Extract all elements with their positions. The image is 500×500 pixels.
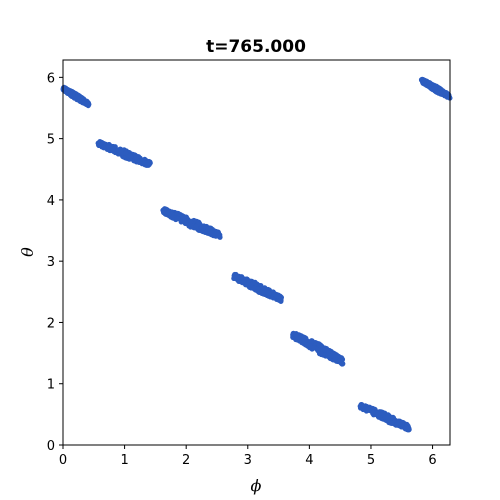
data-point-cluster-5	[318, 343, 324, 349]
y-tick-label: 4	[47, 194, 55, 209]
data-point-cluster-2	[99, 140, 105, 146]
data-point-cluster-3	[201, 223, 207, 229]
data-point-cluster-4	[241, 278, 247, 284]
data-point-cluster-1	[71, 95, 78, 101]
x-tick-label: 1	[120, 453, 128, 468]
data-point-cluster-5	[307, 343, 313, 349]
data-point-cluster-2	[101, 145, 107, 151]
plot-frame	[62, 59, 451, 446]
data-point-cluster-6	[370, 409, 376, 415]
data-point-cluster-3	[206, 226, 212, 232]
data-point-cluster-1	[75, 96, 82, 102]
data-point-cluster-4	[259, 289, 265, 295]
data-point-cluster-7	[426, 80, 432, 86]
y-tick-label: 2	[47, 316, 55, 331]
data-point-cluster-1	[65, 89, 71, 95]
data-point-cluster-5	[293, 332, 299, 338]
x-tick-label: 0	[59, 453, 67, 468]
chart-title: t=765.000	[206, 37, 306, 57]
data-point-cluster-7	[421, 79, 427, 85]
data-point-cluster-2	[127, 153, 134, 159]
data-point-cluster-2	[144, 162, 150, 168]
x-tick-label: 4	[305, 453, 313, 468]
data-point-cluster-6	[396, 419, 402, 425]
data-point-cluster-6	[386, 419, 392, 425]
data-point-cluster-6	[385, 412, 391, 418]
y-tick-label: 3	[47, 255, 55, 270]
data-point-cluster-4	[238, 274, 244, 281]
y-tick-label: 5	[47, 133, 55, 148]
data-point-cluster-1	[79, 99, 85, 105]
data-point-cluster-4	[273, 293, 279, 299]
data-point-cluster-7	[435, 89, 441, 96]
data-point-cluster-3	[180, 214, 186, 220]
data-point-cluster-2	[136, 159, 142, 166]
data-point-cluster-4	[251, 285, 257, 291]
x-axis: 0 1 2 3 4 5 6	[59, 445, 437, 468]
y-axis-label: θ	[18, 247, 37, 257]
data-point-cluster-2	[133, 154, 139, 161]
data-point-cluster-3	[187, 221, 194, 228]
x-tick-label: 2	[182, 453, 190, 468]
data-point-cluster-7	[444, 90, 450, 97]
y-tick-label: 0	[47, 439, 55, 454]
x-tick-label: 5	[367, 453, 375, 468]
data-point-cluster-3	[216, 233, 222, 239]
data-point-cluster-6	[405, 425, 411, 432]
data-point-cluster-4	[252, 279, 258, 285]
data-point-cluster-6	[393, 422, 399, 428]
x-tick-label: 3	[244, 453, 252, 468]
data-point-cluster-6	[376, 414, 382, 420]
data-point-cluster-3	[197, 221, 203, 227]
data-point-cluster-1	[85, 101, 91, 107]
data-point-cluster-6	[365, 406, 371, 412]
data-point-cluster-6	[380, 410, 387, 417]
data-point-cluster-5	[328, 353, 334, 359]
data-point-cluster-5	[322, 347, 328, 353]
data-point-cluster-4	[266, 290, 272, 296]
data-point-cluster-6	[358, 403, 364, 409]
x-tick-label: 6	[428, 453, 436, 468]
data-point-cluster-4	[278, 297, 284, 303]
data-point-cluster-3	[202, 229, 208, 236]
data-point-cluster-5	[337, 357, 343, 363]
data-point-cluster-2	[105, 143, 111, 149]
y-tick-label: 1	[47, 378, 55, 393]
data-point-cluster-5	[309, 338, 315, 344]
data-point-cluster-2	[122, 150, 129, 156]
data-point-cluster-3	[166, 210, 172, 216]
y-axis: 0 1 2 3 4 5 6	[47, 71, 63, 454]
data-point-cluster-4	[245, 281, 251, 287]
y-tick-label: 6	[47, 71, 55, 86]
data-point-cluster-3	[175, 216, 181, 222]
x-axis-label: ϕ	[251, 476, 262, 495]
data-point-cluster-3	[161, 209, 167, 215]
